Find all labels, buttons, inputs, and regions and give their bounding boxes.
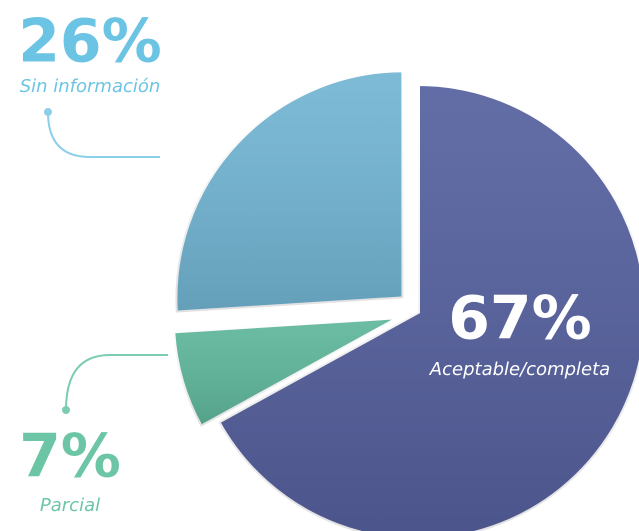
category-label: Aceptable/completa bbox=[429, 359, 610, 380]
category-label: Sin información bbox=[20, 76, 161, 97]
connector bbox=[66, 355, 168, 410]
connector-dot bbox=[62, 406, 70, 414]
value-label: 26% bbox=[18, 7, 162, 77]
slice-shade bbox=[175, 70, 403, 312]
connector-dot bbox=[44, 108, 52, 116]
connector bbox=[48, 112, 160, 157]
chart: 67% Aceptable/completa 7% Parcial 26%Sin inf… bbox=[0, 0, 639, 531]
value-label: 7% bbox=[19, 422, 121, 492]
value-label: 67% bbox=[448, 284, 592, 354]
category-label: Parcial bbox=[40, 495, 100, 516]
